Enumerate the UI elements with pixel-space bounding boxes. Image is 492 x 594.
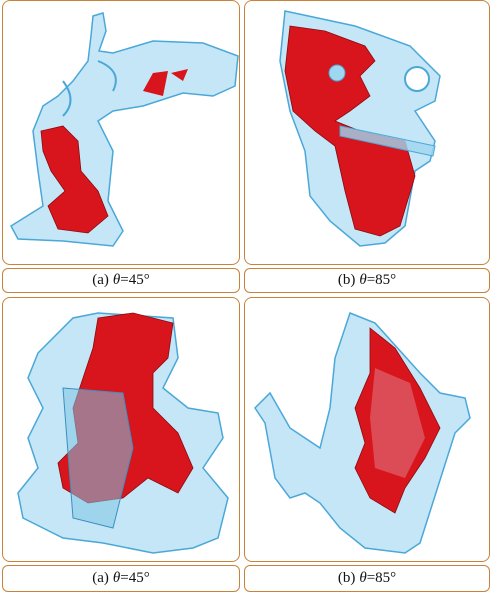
- render-panel: [244, 297, 490, 562]
- caption-symbol: θ: [112, 570, 121, 586]
- caption-symbol: θ: [112, 272, 121, 288]
- caption: (b) θ =85°: [244, 565, 490, 592]
- render: [17, 312, 229, 554]
- render-panel: [244, 0, 490, 265]
- caption-label: (b): [337, 570, 356, 586]
- caption-label: (a): [92, 272, 109, 288]
- caption: (a) θ =45°: [2, 268, 240, 293]
- caption: (b) θ =85°: [244, 268, 490, 293]
- caption: (a) θ =45°: [2, 565, 240, 592]
- render: [279, 10, 441, 247]
- caption-label: (a): [92, 570, 109, 586]
- caption-symbol: θ: [359, 272, 367, 288]
- render-panel: [2, 0, 240, 265]
- caption-value: =85°: [366, 570, 397, 586]
- render: [254, 312, 471, 554]
- caption-symbol: θ: [359, 570, 367, 586]
- caption-value: =85°: [366, 272, 397, 288]
- caption-value: =45°: [120, 570, 150, 586]
- caption-value: =45°: [120, 272, 150, 288]
- render-panel: [2, 297, 240, 562]
- caption-label: (b): [337, 272, 356, 288]
- render: [10, 12, 239, 247]
